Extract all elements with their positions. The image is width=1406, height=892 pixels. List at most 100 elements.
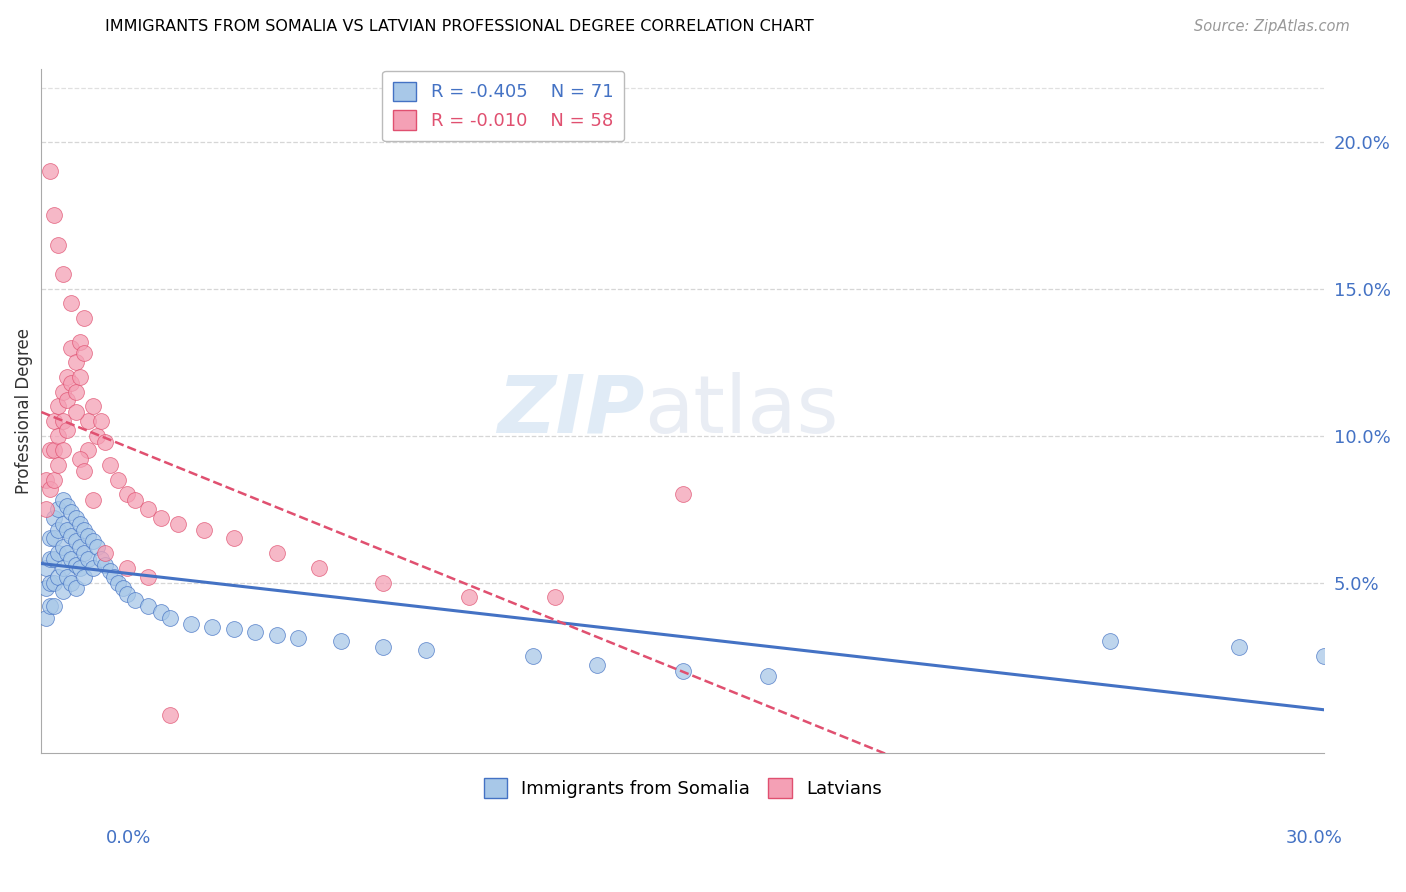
Point (52, 493, 75, 508)
Text: ZIP: ZIP (496, 372, 644, 450)
Point (73, 569, 96, 583)
Point (458, 590, 481, 604)
Point (98, 458, 121, 472)
Point (56, 569, 79, 583)
Point (136, 569, 159, 583)
Point (94, 546, 117, 560)
Y-axis label: Professional Degree: Professional Degree (15, 327, 32, 493)
Point (60, 296, 83, 310)
Point (38, 532, 60, 546)
Point (38, 164, 60, 178)
Point (77, 443, 100, 458)
Point (94, 434, 117, 449)
Point (167, 516, 190, 531)
Point (34, 611, 56, 625)
Point (38, 599, 60, 613)
Point (44, 443, 66, 458)
Point (48, 428, 70, 442)
Point (1099, 634, 1122, 648)
Point (124, 493, 146, 508)
Point (73, 464, 96, 478)
Point (136, 599, 159, 613)
Point (60, 528, 83, 542)
Point (86, 428, 108, 442)
Point (180, 616, 202, 631)
Point (38, 482, 60, 496)
Point (98, 564, 121, 578)
Point (415, 643, 437, 657)
Point (34, 502, 56, 516)
Point (34, 582, 56, 596)
Point (266, 628, 288, 642)
Point (90, 552, 112, 566)
Point (65, 384, 87, 399)
Point (103, 569, 125, 583)
Point (243, 625, 266, 640)
Legend: Immigrants from Somalia, Latvians: Immigrants from Somalia, Latvians (477, 771, 889, 805)
Point (222, 623, 245, 637)
Point (115, 587, 138, 601)
Point (159, 611, 181, 625)
Point (69, 370, 91, 384)
Point (150, 511, 173, 525)
Point (44, 511, 66, 525)
Point (52, 443, 75, 458)
Point (48, 458, 70, 472)
Point (82, 493, 104, 508)
Point (44, 599, 66, 613)
Point (522, 648, 544, 663)
Text: Source: ZipAtlas.com: Source: ZipAtlas.com (1194, 20, 1350, 34)
Point (107, 473, 129, 487)
Point (82, 399, 104, 413)
Point (56, 370, 79, 384)
Point (60, 376, 83, 390)
Text: 0.0%: 0.0% (105, 829, 150, 847)
Point (38, 575, 60, 590)
Point (373, 640, 395, 654)
Point (44, 532, 66, 546)
Point (52, 584, 75, 599)
Point (73, 346, 96, 360)
Point (65, 405, 87, 419)
Point (77, 414, 100, 428)
Point (69, 541, 91, 555)
Point (82, 534, 104, 549)
Point (69, 334, 91, 349)
Point (77, 552, 100, 566)
Point (201, 619, 224, 633)
Point (56, 393, 79, 408)
Point (672, 664, 695, 678)
Point (38, 552, 60, 566)
Point (82, 561, 104, 575)
Point (56, 546, 79, 560)
Point (69, 516, 91, 531)
Point (60, 505, 83, 519)
Point (1227, 640, 1250, 654)
Point (222, 532, 245, 546)
Point (150, 605, 173, 619)
Point (56, 499, 79, 513)
Text: 30.0%: 30.0% (1286, 829, 1343, 847)
Point (193, 523, 215, 537)
Point (65, 534, 87, 549)
Point (48, 569, 70, 583)
Point (52, 384, 75, 399)
Point (543, 590, 565, 604)
Point (94, 558, 117, 572)
Point (56, 523, 79, 537)
Point (44, 575, 66, 590)
Point (52, 516, 75, 531)
Point (52, 541, 75, 555)
Point (65, 582, 87, 596)
Point (107, 575, 129, 590)
Point (52, 267, 75, 281)
Point (44, 208, 66, 222)
Point (38, 443, 60, 458)
Point (65, 558, 87, 572)
Point (69, 452, 91, 467)
Point (48, 399, 70, 413)
Point (48, 523, 70, 537)
Point (329, 634, 352, 648)
Point (60, 341, 83, 355)
Point (73, 523, 96, 537)
